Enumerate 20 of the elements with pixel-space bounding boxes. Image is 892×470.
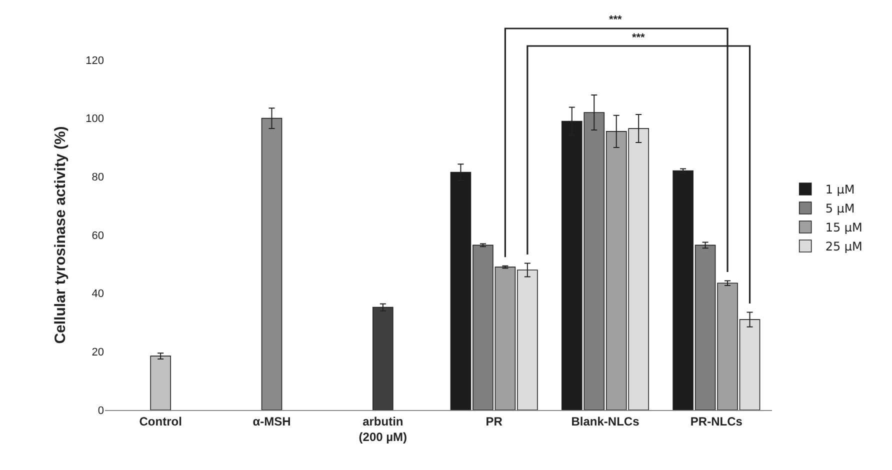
x-tick-label: PR — [486, 414, 503, 428]
y-tick-label: 80 — [92, 172, 104, 184]
legend-label: 5 µM — [825, 202, 855, 216]
y-tick-label: 40 — [92, 288, 104, 300]
x-tick-label: PR-NLCs — [690, 414, 743, 428]
y-tick-label: 0 — [98, 404, 104, 417]
x-tick-label: Blank-NLCs — [571, 414, 640, 428]
y-tick-label: 60 — [92, 230, 104, 242]
legend-label: 1 µM — [825, 182, 855, 197]
x-tick-label: α-MSH — [252, 414, 291, 428]
x-tick-label: Control — [139, 414, 182, 428]
text: *** — [609, 14, 623, 26]
x-tick-label: arbutin (200 µM) — [358, 414, 408, 444]
y-tick-label: 120 — [86, 54, 104, 67]
y-tick-label: 100 — [86, 113, 104, 126]
text: *** — [632, 32, 646, 44]
y-axis-title: Cellular tyrosinase activity (%) — [52, 126, 69, 344]
y-tick-label: 20 — [92, 346, 104, 359]
legend-label: 15 µM — [825, 220, 862, 235]
legend-label: 25 µM — [825, 240, 862, 254]
